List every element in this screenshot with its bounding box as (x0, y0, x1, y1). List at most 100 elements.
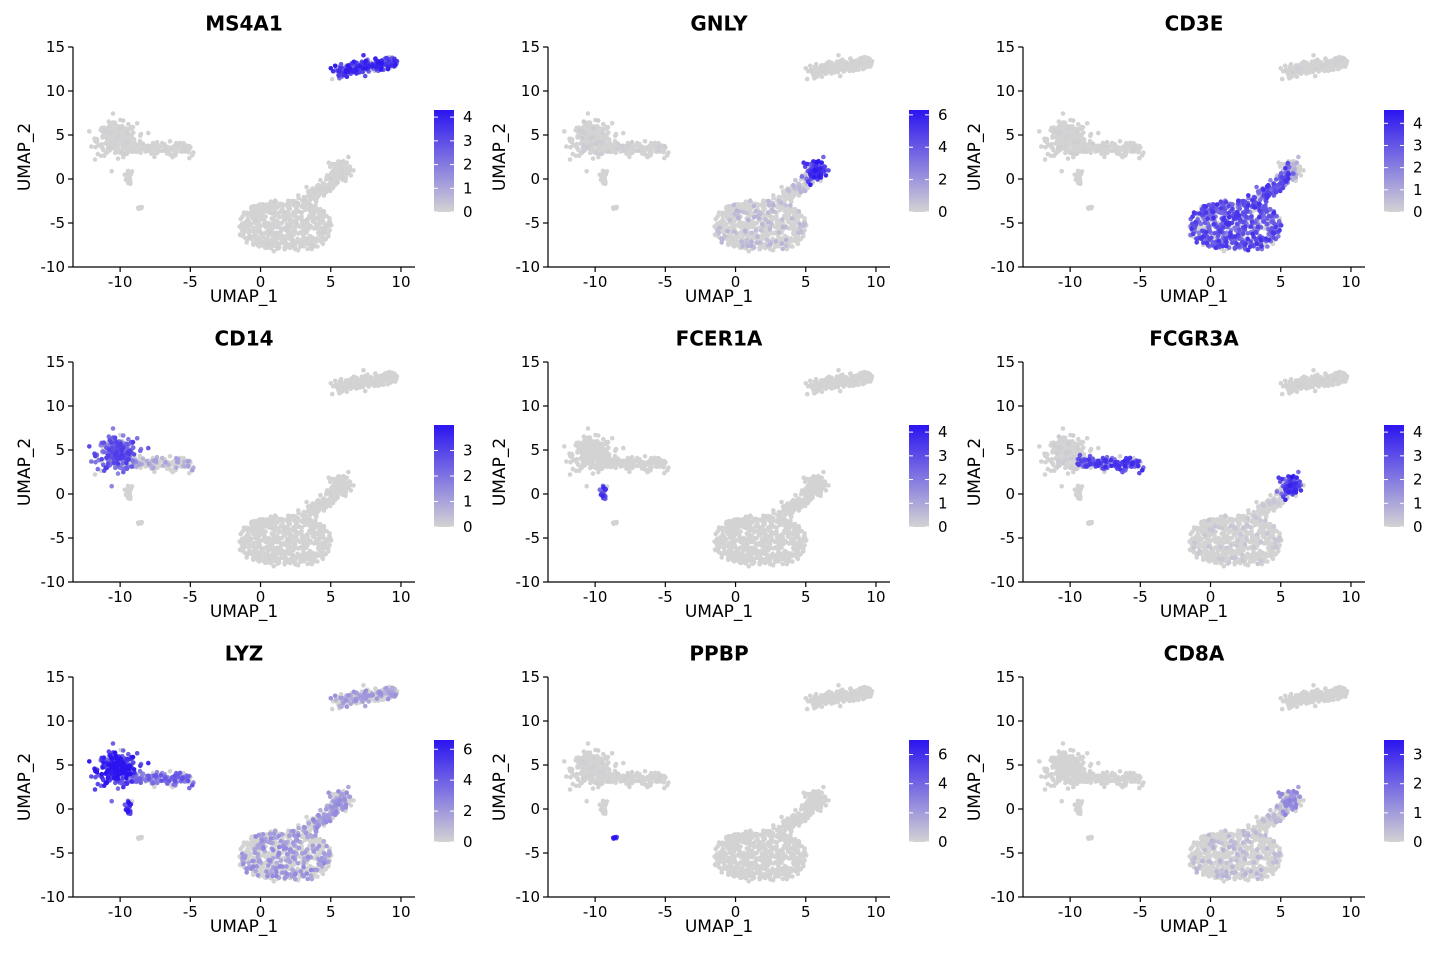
cell-point (1250, 231, 1255, 237)
cell-point (613, 133, 618, 139)
cell-point (272, 217, 278, 223)
panel-title: GNLY (690, 12, 748, 36)
cell-point (332, 63, 338, 69)
legend-tick-label: 0 (938, 203, 948, 221)
cell-point (125, 130, 130, 136)
cell-point (789, 192, 795, 198)
cell-point (154, 146, 159, 152)
cell-point (276, 222, 281, 227)
cell-point (279, 220, 285, 226)
cell-point (294, 221, 299, 226)
cell-point (751, 203, 757, 209)
panel-title: CD3E (1165, 12, 1224, 36)
cell-point (1271, 210, 1277, 215)
points (87, 368, 400, 569)
cell-point (642, 139, 648, 144)
cell-point (1232, 234, 1238, 239)
cell-point (629, 146, 634, 152)
cell-point (271, 249, 277, 254)
cell-point (1246, 193, 1251, 198)
cell-point (247, 223, 252, 228)
cell-point (1051, 134, 1057, 140)
cell-point (1207, 236, 1213, 242)
cell-point (785, 187, 791, 193)
cell-point (1223, 199, 1229, 205)
cell-point (326, 186, 331, 191)
cell-point (1244, 214, 1249, 220)
cell-point (1248, 224, 1254, 229)
cell-point (265, 206, 271, 211)
cell-point (373, 56, 378, 61)
cell-point (1190, 231, 1196, 237)
cell-point (742, 228, 748, 233)
legend-tick-label: 1 (1413, 181, 1423, 199)
cell-point (1339, 55, 1345, 61)
cell-point (862, 64, 868, 69)
cell-point (250, 228, 255, 234)
cell-point (585, 145, 591, 150)
cell-point (755, 234, 760, 239)
cell-point (259, 210, 265, 216)
legend-tick-label: 3 (1413, 136, 1423, 154)
cell-point (734, 208, 740, 213)
cell-point (1056, 119, 1062, 124)
cell-point (790, 244, 795, 249)
cell-point (802, 188, 808, 194)
cell-point (634, 140, 640, 146)
cell-point (615, 141, 621, 146)
cell-point (131, 130, 136, 135)
cell-point (378, 67, 384, 72)
x-tick-label: -5 (658, 273, 673, 291)
cell-point (1224, 239, 1229, 244)
cell-point (340, 161, 345, 167)
legend-tick-label: 1 (463, 179, 473, 197)
cell-point (715, 214, 720, 219)
cell-point (1073, 151, 1079, 157)
cell-point (804, 76, 810, 82)
cell-point (1104, 139, 1110, 145)
cell-point (378, 61, 384, 66)
cell-point (1053, 150, 1059, 155)
cell-point (103, 150, 109, 155)
cell-point (1279, 76, 1285, 82)
cell-point (1104, 146, 1109, 152)
cell-point (625, 143, 631, 148)
cell-point (1309, 59, 1315, 64)
x-tick-label: 5 (326, 273, 336, 291)
cell-point (328, 176, 333, 181)
cell-point (1258, 237, 1264, 243)
cell-point (780, 224, 786, 230)
cell-point (1090, 141, 1096, 146)
cell-point (351, 59, 357, 65)
cell-point (1084, 121, 1090, 126)
cell-point (776, 223, 782, 229)
points (562, 53, 875, 254)
cell-point (1268, 214, 1274, 219)
cell-point (138, 133, 143, 139)
cell-point (755, 202, 760, 208)
cell-point (820, 68, 826, 74)
cell-point (612, 205, 617, 210)
x-tick-label: -10 (1058, 273, 1083, 291)
cell-point (146, 130, 151, 136)
cell-point (666, 150, 671, 155)
cell-point (315, 244, 320, 249)
cell-point (799, 174, 805, 179)
cell-point (286, 199, 291, 205)
cell-point (160, 148, 166, 153)
cell-point (317, 218, 322, 223)
cell-point (768, 241, 773, 247)
y-tick-label: 15 (521, 38, 540, 56)
legend-tick-label: 2 (463, 156, 473, 174)
cell-point (187, 155, 192, 161)
cell-point (662, 155, 667, 161)
cell-point (191, 150, 196, 155)
cell-point (1237, 206, 1243, 211)
cell-point (745, 217, 751, 223)
cell-point (593, 141, 599, 147)
cell-point (738, 221, 743, 227)
cell-point (1273, 189, 1279, 195)
cell-point (304, 184, 309, 190)
cell-point (290, 237, 295, 242)
